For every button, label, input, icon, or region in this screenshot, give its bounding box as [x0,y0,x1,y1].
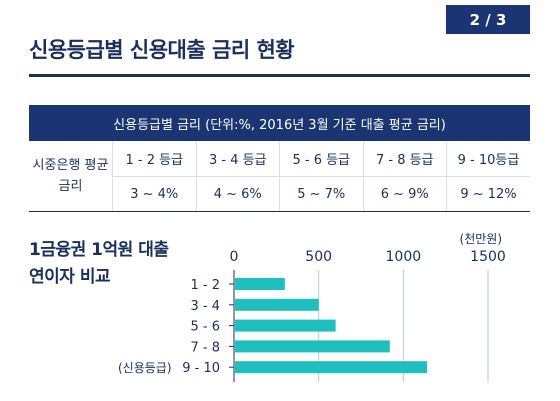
page-indicator: 2 / 3 [446,5,530,34]
rate-table: 신용등급별 금리 (단위:%, 2016년 3월 기준 대출 평균 금리) 시중… [29,105,530,212]
chart-title-line-1: 1금융권 1억원 대출 [29,240,169,260]
category-label: 7 - 8 [191,340,221,355]
grade-row: 시중은행 평균금리 1 - 2 등급 3 - 4 등급 5 - 6 등급 7 -… [29,141,530,212]
grade-cell: 9 - 10등급 [446,141,530,177]
category-label: 9 - 10 [182,361,220,376]
category-label: 3 - 4 [191,299,221,314]
rate-range-cell: 4 ~ 6% [195,176,280,212]
bar [235,319,336,332]
grade-cell: 5 - 6 등급 [279,141,363,177]
x-tick-label: 1000 [386,249,422,265]
bar [235,340,390,353]
unit-label: (천만원) [460,231,502,246]
grade-cell: 1 - 2 등급 [112,141,196,177]
x-tick-label: 500 [305,249,332,265]
rate-range-cell: 5 ~ 7% [279,176,363,212]
bar [235,298,319,311]
rate-range-cell: 3 ~ 4% [112,176,196,212]
title-divider [29,74,530,77]
rate-range-cell: 6 ~ 9% [362,176,447,212]
rate-range-cell: 9 ~ 12% [446,176,530,212]
chart-title: 1금융권 1억원 대출 연이자 비교 [29,237,169,291]
x-tick-label: 0 [230,249,239,265]
category-label: 5 - 6 [191,320,221,335]
chart-title-line-2: 연이자 비교 [29,267,111,287]
bar [235,361,428,374]
range-row: 3 ~ 4% 4 ~ 6% 5 ~ 7% 6 ~ 9% 9 ~ 12% [29,176,530,212]
category-axis-label: (신용등급) [118,361,172,375]
bar [235,278,285,290]
rate-table-caption-row: 신용등급별 금리 (단위:%, 2016년 3월 기준 대출 평균 금리) [29,105,530,141]
grade-cell: 7 - 8 등급 [362,141,447,177]
x-tick-label: 1500 [470,249,506,265]
grade-cell: 3 - 4 등급 [195,141,280,177]
rate-table-caption: 신용등급별 금리 (단위:%, 2016년 3월 기준 대출 평균 금리) [29,105,530,141]
category-label: 1 - 2 [191,278,221,293]
page-title: 신용등급별 신용대출 금리 현황 [29,38,295,62]
